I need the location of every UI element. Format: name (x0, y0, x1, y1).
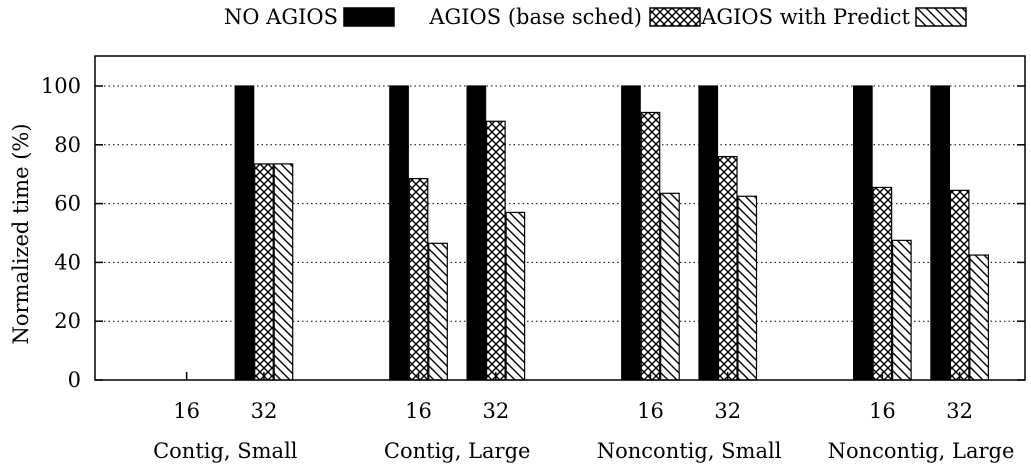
bar (852, 85, 873, 381)
x-tick-label: 32 (482, 399, 509, 423)
bar (428, 242, 448, 381)
legend-label: NO AGIOS (224, 5, 338, 29)
plot-area-frame (94, 55, 1026, 381)
y-tick-label: 40 (54, 250, 81, 274)
x-axis-tick-labels: 16 32 16 32 16 32 16 32 (173, 372, 973, 423)
bar (466, 85, 487, 381)
y-tick-label: 60 (54, 192, 81, 216)
legend-label: AGIOS with Predict (700, 5, 910, 29)
y-tick-label: 0 (68, 368, 81, 392)
y-tick-label: 80 (54, 133, 81, 157)
legend-item-series-2: AGIOS with Predict (700, 5, 967, 29)
x-tick-label: 32 (714, 399, 741, 423)
bar (621, 85, 641, 381)
legend-swatch (343, 7, 395, 27)
legend: NO AGIOS AGIOS (base sched) AGIOS with P… (224, 5, 967, 29)
bar (234, 85, 255, 381)
bar (949, 189, 970, 381)
x-tick-label: 16 (173, 399, 200, 423)
bar (408, 178, 429, 381)
bar (698, 85, 719, 381)
y-axis-ticks: 0 20 40 60 80 100 (41, 74, 1025, 392)
x-tick-label: 32 (251, 399, 278, 423)
group-label: Contig, Large (384, 439, 531, 463)
bar (486, 120, 506, 381)
group-label: Contig, Small (153, 439, 298, 463)
y-axis-label: Normalized time (%) (9, 123, 33, 344)
x-tick-label: 32 (946, 399, 973, 423)
bar (737, 195, 758, 381)
bar (505, 211, 526, 381)
bar (891, 239, 912, 381)
y-tick-label: 100 (41, 74, 81, 98)
bar (273, 163, 294, 381)
group-labels: Contig, Small Contig, Large Noncontig, Sma… (153, 439, 1014, 463)
y-tick-label: 20 (54, 309, 81, 333)
legend-item-series-0: NO AGIOS (224, 5, 395, 29)
legend-swatch (649, 7, 701, 27)
bar (389, 85, 409, 381)
bar (872, 186, 893, 381)
bars (234, 85, 990, 381)
bar (717, 155, 738, 381)
bar (969, 254, 990, 381)
group-label: Noncontig, Small (597, 439, 782, 463)
legend-item-series-1: AGIOS (base sched) (428, 5, 701, 29)
bar (254, 163, 274, 381)
legend-label: AGIOS (base sched) (428, 5, 642, 29)
x-tick-label: 16 (637, 399, 664, 423)
bar (660, 192, 680, 381)
group-label: Noncontig, Large (828, 439, 1015, 463)
x-tick-label: 16 (869, 399, 896, 423)
bar (640, 111, 661, 381)
legend-swatch (915, 7, 967, 27)
bar (930, 85, 951, 381)
x-tick-label: 16 (405, 399, 432, 423)
